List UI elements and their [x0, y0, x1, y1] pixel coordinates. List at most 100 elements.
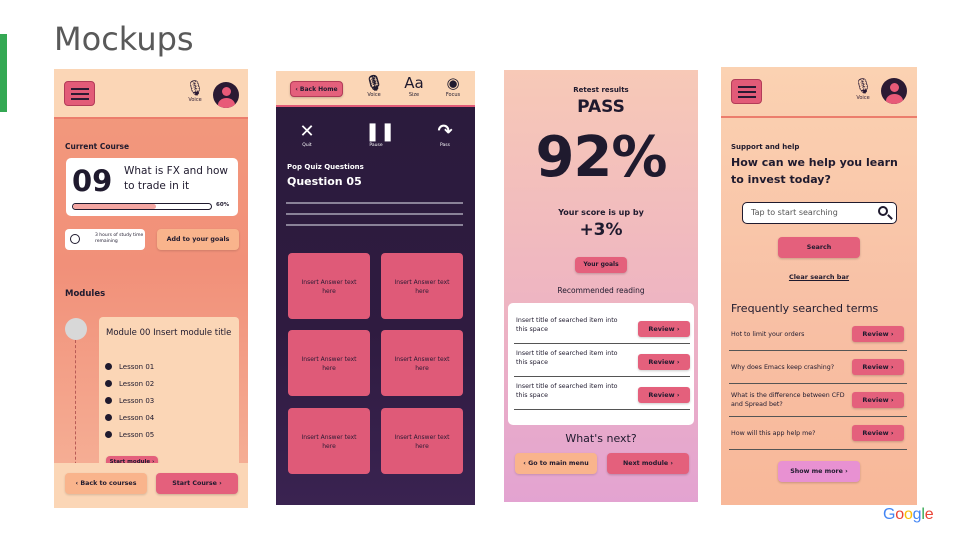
voice-button[interactable]: 🎙 Voice — [853, 77, 873, 101]
reading-list: Insert title of searched item into this … — [508, 303, 694, 425]
voice-label: Voice — [188, 97, 202, 103]
recommended-label: Recommended reading — [557, 286, 645, 295]
reading-title: Insert title of searched item into this … — [516, 350, 618, 366]
microphone-icon: 🎙 — [364, 74, 384, 92]
avatar[interactable] — [881, 78, 907, 104]
avatar[interactable] — [213, 82, 239, 108]
your-goals-button[interactable]: Your goals — [575, 257, 627, 273]
score-up-label: Your score is up by — [558, 208, 644, 217]
next-module-button[interactable]: Next module › — [607, 453, 689, 474]
pass-label: Pass — [440, 143, 450, 148]
phone-pop-quiz: ‹ Back Home 🎙 Voice Aa Size ◉ Focus ✕ Qu… — [276, 71, 475, 505]
answer-option[interactable]: Insert Answer text here — [288, 253, 370, 319]
progress-fill — [73, 204, 156, 209]
progress-bar — [72, 203, 212, 210]
module-title: Module 00 Insert module title — [106, 328, 232, 338]
quit-label: Quit — [302, 143, 312, 148]
score-delta: +3% — [579, 220, 623, 240]
review-button[interactable]: Review › — [852, 425, 904, 441]
faq-text: Why does Emacs keep crashing? — [731, 364, 835, 371]
study-time-box: 3 hours of study time remaining — [65, 229, 145, 250]
voice-button[interactable]: 🎙 Voice — [364, 74, 384, 98]
support-headline: How can we help you learn to invest toda… — [731, 156, 898, 186]
lesson-item[interactable]: Lesson 04 — [105, 413, 154, 430]
redo-arrow-icon: ↷ — [437, 121, 453, 142]
review-button[interactable]: Review › — [638, 321, 690, 337]
whats-next-label: What's next? — [565, 432, 637, 445]
pause-label: Pause — [369, 143, 383, 148]
answer-option[interactable]: Insert Answer text here — [288, 408, 370, 474]
list-item: How will this app help me? Review › — [729, 417, 907, 450]
back-home-button[interactable]: ‹ Back Home — [290, 81, 343, 97]
slide-title: Mockups — [54, 20, 194, 58]
answer-option[interactable]: Insert Answer text here — [381, 253, 463, 319]
list-item: Why does Emacs keep crashing? Review › — [729, 351, 907, 384]
course-card[interactable]: 09 What is FX and how to trade in it 60% — [66, 158, 238, 216]
course-number: 09 — [72, 164, 113, 198]
current-course-label: Current Course — [65, 142, 130, 151]
search-input[interactable]: Tap to start searching — [742, 202, 897, 224]
header-divider — [721, 116, 917, 118]
faq-title: Frequently searched terms — [731, 302, 879, 315]
review-button[interactable]: Review › — [852, 392, 904, 408]
menu-icon[interactable] — [64, 81, 95, 106]
close-icon: ✕ — [299, 121, 315, 142]
quit-button[interactable]: ✕ Quit — [296, 121, 318, 148]
microphone-icon: 🎙 — [853, 77, 873, 95]
list-item: Insert title of searched item into this … — [514, 311, 690, 344]
phone-course-overview: 🎙 Voice Current Course 09 What is FX and… — [54, 69, 248, 508]
text-size-icon: Aa — [404, 74, 424, 92]
review-button[interactable]: Review › — [638, 387, 690, 403]
start-course-button[interactable]: Start Course › — [156, 473, 238, 494]
modules-label: Modules — [65, 289, 106, 299]
pause-button[interactable]: ❚❚ Pause — [365, 121, 396, 148]
support-label: Support and help — [731, 143, 800, 151]
module-card[interactable]: Module 00 Insert module title Lesson 01 … — [99, 317, 239, 477]
phone-retest-results: Retest results PASS 92% Your score is up… — [504, 70, 698, 502]
add-to-goals-button[interactable]: Add to your goals — [157, 229, 239, 250]
clock-icon — [70, 234, 80, 244]
quiz-label: Pop Quiz Questions — [287, 163, 364, 171]
review-button[interactable]: Review › — [852, 326, 904, 342]
search-icon[interactable] — [878, 206, 888, 216]
lesson-item[interactable]: Lesson 01 — [105, 362, 154, 379]
eye-icon: ◉ — [446, 74, 460, 92]
score-value: 92% — [535, 125, 667, 190]
voice-button[interactable]: 🎙 Voice — [185, 79, 205, 103]
accent-bar — [0, 34, 7, 112]
focus-label: Focus — [445, 92, 461, 98]
phone-support: 🎙 Voice Support and help How can we help… — [721, 67, 917, 505]
google-logo: Google — [883, 506, 934, 523]
answer-option[interactable]: Insert Answer text here — [288, 330, 370, 396]
main-menu-button[interactable]: ‹ Go to main menu — [515, 453, 597, 474]
list-item: Insert title of searched item into this … — [514, 344, 690, 377]
back-to-courses-button[interactable]: ‹ Back to courses — [65, 473, 147, 494]
show-more-button[interactable]: Show me more › — [778, 461, 860, 482]
list-item: Hot to limit your orders Review › — [729, 318, 907, 351]
focus-button[interactable]: ◉ Focus — [442, 74, 464, 98]
voice-label: Voice — [856, 95, 870, 101]
pass-button[interactable]: ↷ Pass — [434, 121, 456, 148]
menu-icon[interactable] — [731, 79, 762, 104]
list-item: Insert title of searched item into this … — [514, 377, 690, 410]
search-placeholder: Tap to start searching — [751, 208, 838, 217]
search-button[interactable]: Search — [778, 237, 860, 258]
lesson-list: Lesson 01 Lesson 02 Lesson 03 Lesson 04 … — [105, 362, 154, 447]
size-button[interactable]: Aa Size — [402, 74, 426, 98]
lesson-item[interactable]: Lesson 05 — [105, 430, 154, 447]
retest-label: Retest results — [573, 86, 629, 94]
clear-search-link[interactable]: Clear search bar — [788, 273, 850, 281]
answer-option[interactable]: Insert Answer text here — [381, 408, 463, 474]
lesson-item[interactable]: Lesson 03 — [105, 396, 154, 413]
voice-label: Voice — [367, 92, 381, 98]
timeline-line — [75, 340, 76, 480]
question-label: Question 05 — [287, 175, 362, 188]
review-button[interactable]: Review › — [638, 354, 690, 370]
header: 🎙 Voice — [54, 69, 248, 119]
review-button[interactable]: Review › — [852, 359, 904, 375]
pause-icon: ❚❚ — [365, 121, 396, 142]
faq-text: What is the difference between CFD and S… — [731, 392, 845, 408]
lesson-item[interactable]: Lesson 02 — [105, 379, 154, 396]
answer-option[interactable]: Insert Answer text here — [381, 330, 463, 396]
